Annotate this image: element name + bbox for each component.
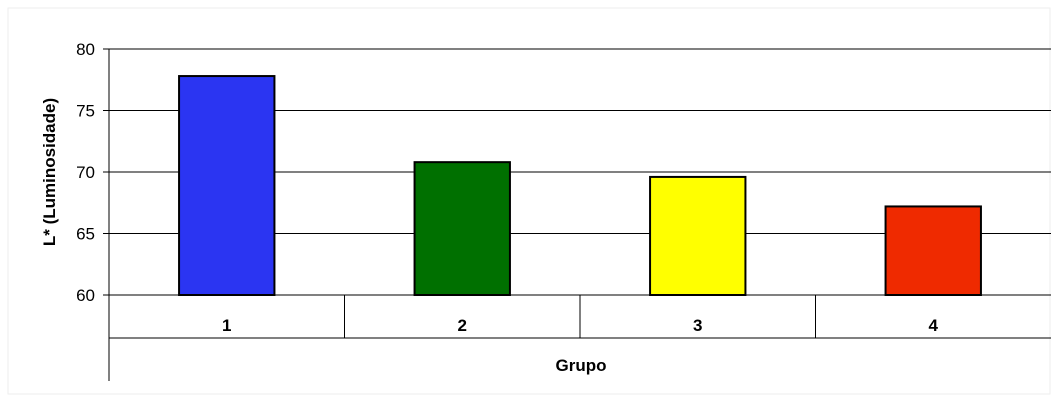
x-tick-label: 1 bbox=[222, 316, 231, 335]
bar-3 bbox=[649, 175, 747, 296]
x-tick-labels: 1 2 3 4 bbox=[222, 316, 939, 335]
y-tick-label: 75 bbox=[76, 102, 95, 121]
y-tick-labels: 60 65 70 75 80 bbox=[76, 40, 95, 305]
y-tick-label: 80 bbox=[76, 40, 95, 59]
x-axis-title: Grupo bbox=[556, 356, 607, 375]
bars bbox=[178, 75, 982, 296]
x-tick-label: 4 bbox=[929, 316, 939, 335]
y-tick-label: 60 bbox=[76, 286, 95, 305]
bar-1 bbox=[178, 75, 276, 296]
axes bbox=[103, 48, 1051, 381]
x-tick-label: 2 bbox=[458, 316, 467, 335]
y-tick-label: 70 bbox=[76, 163, 95, 182]
y-tick-label: 65 bbox=[76, 225, 95, 244]
chart-background bbox=[7, 7, 1051, 395]
x-tick-label: 3 bbox=[693, 316, 702, 335]
bar-2 bbox=[413, 161, 511, 296]
bar-4 bbox=[884, 205, 982, 296]
y-axis-title: L* (Luminosidade) bbox=[40, 98, 59, 246]
